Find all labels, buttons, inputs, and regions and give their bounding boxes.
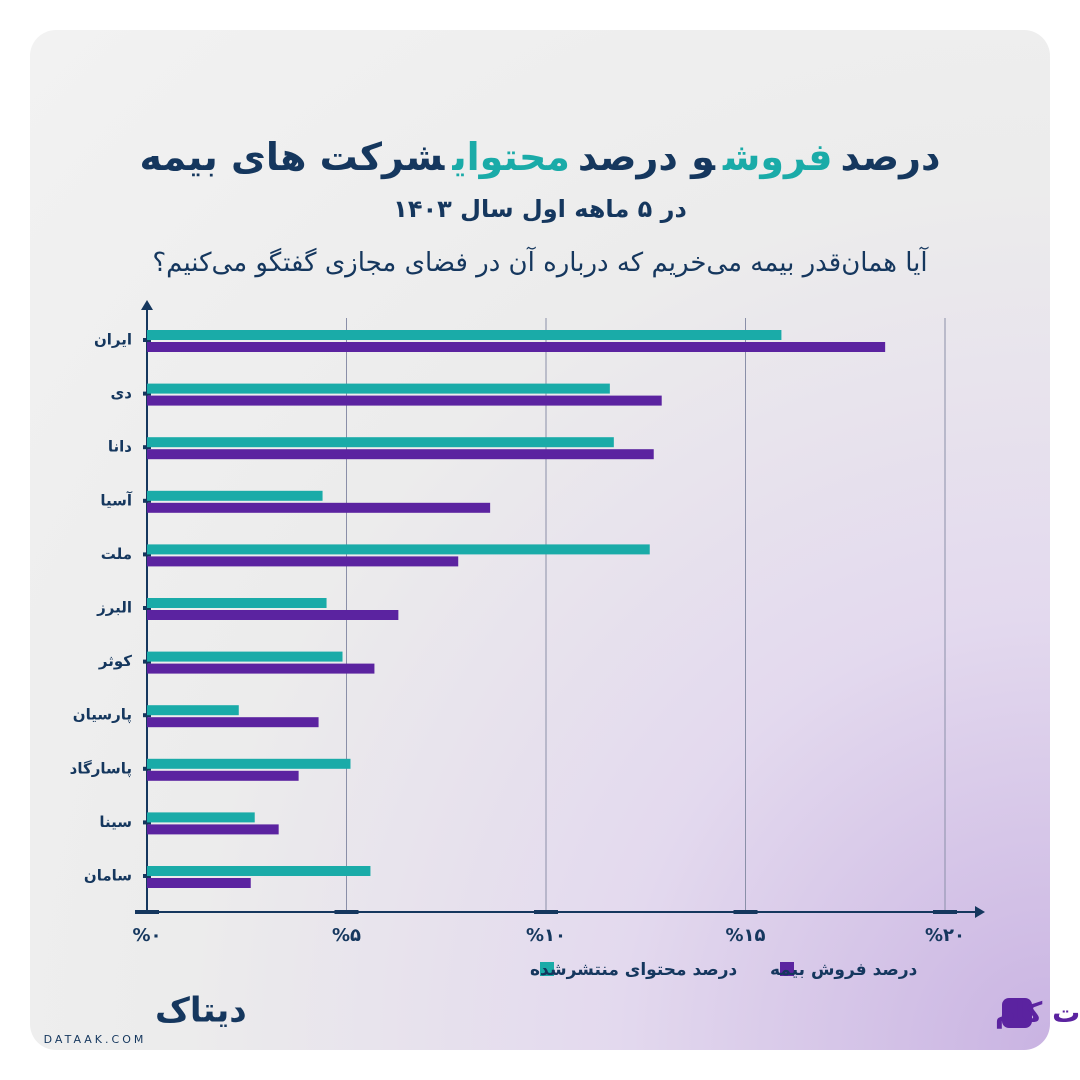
bar: [147, 449, 654, 460]
y-tick-label: ایران: [94, 331, 132, 349]
bar: [147, 717, 319, 728]
bar: [147, 437, 614, 448]
bar: [147, 330, 782, 340]
title-part: محتوای: [452, 135, 570, 179]
title-part: درصد: [840, 135, 941, 179]
x-tick-label: %۰: [132, 925, 161, 946]
bar: [147, 651, 343, 662]
y-tick-label: پارسیان: [73, 706, 132, 725]
y-tick-label: پاسارگاد: [70, 759, 132, 778]
y-tick-label: دی: [111, 384, 133, 402]
y-tick-label: ملت: [101, 545, 132, 563]
legend-swatch: [540, 962, 554, 976]
y-tick-label: دانا: [108, 438, 132, 456]
y-tick-label: سامان: [84, 867, 132, 885]
question: آیا همان‌قدر بیمه می‌خریم که درباره آن د…: [152, 248, 928, 278]
bar: [147, 705, 239, 716]
bar: [147, 598, 327, 608]
logo-icon: [1002, 998, 1032, 1028]
legend-swatch: [780, 962, 794, 976]
title: درصدفروشو درصدمحتوایشرکت های بیمه: [0, 135, 1080, 179]
y-tick-label: البرز: [96, 599, 132, 617]
y-tick-label: کوثر: [98, 652, 132, 670]
x-axis-arrow: [975, 906, 985, 918]
y-tick-label: آسیا: [100, 491, 133, 509]
bar: [147, 544, 650, 555]
bar: [147, 758, 351, 769]
x-tick-label: %۱۵: [725, 925, 765, 946]
bar: [147, 610, 399, 620]
x-tick-label: %۵: [332, 925, 361, 946]
legend-label: درصد محتوای منتشرشده: [530, 960, 738, 980]
x-tick-label: %۱۰: [526, 925, 566, 946]
legend-label: درصد فروش بیمه: [770, 960, 918, 980]
title-part: و درصد: [577, 135, 715, 179]
y-tick-label: سینا: [99, 813, 132, 831]
subtitle: در ۵ ماهه اول سال ۱۴۰۳: [393, 195, 687, 223]
bar: [147, 812, 255, 823]
bar: [147, 770, 299, 781]
title-part: شرکت های بیمه: [139, 135, 445, 179]
bar: [147, 556, 459, 567]
logo-right: بیمه دات کام: [995, 996, 1080, 1029]
bar: [147, 383, 610, 394]
title-part: فروش: [722, 135, 833, 179]
bar: [147, 395, 662, 406]
logo-left-en: DATAAK.COM: [44, 1033, 147, 1046]
bar: [147, 878, 251, 888]
bar: [147, 490, 323, 501]
bar: [147, 866, 371, 876]
bar: [147, 663, 375, 674]
x-tick-label: %۲۰: [925, 925, 965, 946]
logo-left: دیتاک: [155, 991, 247, 1031]
bar: [147, 824, 279, 835]
bar: [147, 342, 886, 352]
y-axis-arrow: [141, 300, 153, 310]
bar: [147, 502, 491, 513]
